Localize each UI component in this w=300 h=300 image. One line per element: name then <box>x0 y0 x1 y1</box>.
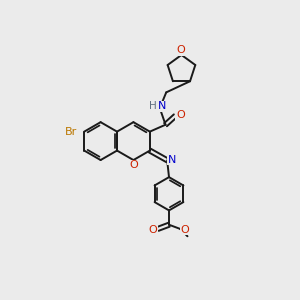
Text: O: O <box>148 225 157 235</box>
Text: Br: Br <box>65 127 77 136</box>
Text: N: N <box>158 101 166 111</box>
Text: O: O <box>129 160 138 170</box>
Text: H: H <box>149 101 157 111</box>
Text: N: N <box>168 155 176 165</box>
Text: O: O <box>176 110 185 120</box>
Text: O: O <box>181 225 190 235</box>
Text: O: O <box>177 45 185 55</box>
